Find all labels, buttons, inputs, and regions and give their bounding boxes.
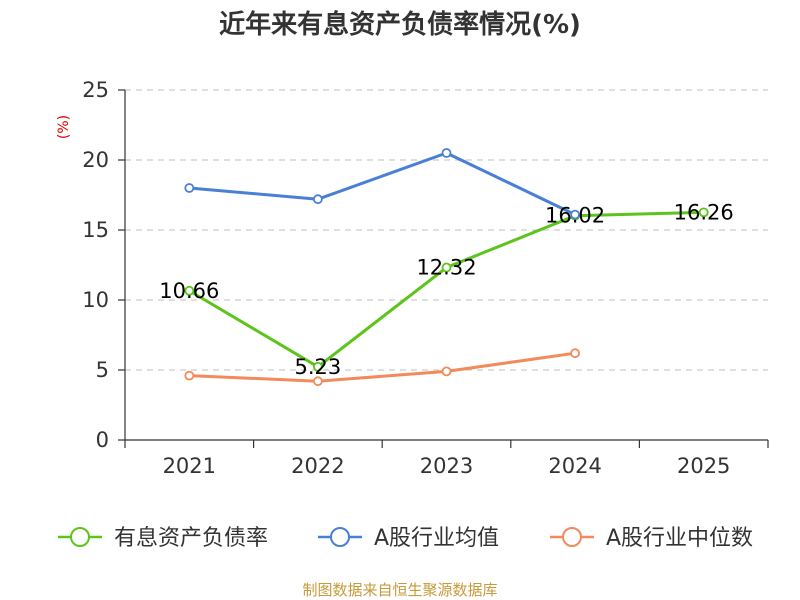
legend-marker [562, 527, 582, 547]
data-label: 16.02 [545, 204, 605, 228]
data-point [698, 207, 709, 218]
data-point [312, 361, 323, 372]
y-axis-label: (%) [56, 115, 72, 139]
data-label: 10.66 [159, 279, 219, 303]
legend-marker [70, 527, 90, 547]
legend-label: 有息资产负债率 [114, 526, 268, 551]
x-tick-label: 2023 [420, 454, 473, 478]
data-point [570, 209, 580, 220]
data-point [312, 194, 323, 205]
chart-title: 近年来有息资产负债率情况(%) [219, 9, 581, 40]
y-tick-label: 15 [82, 218, 109, 242]
data-point [184, 285, 195, 296]
legend-marker [330, 527, 350, 547]
x-tick-label: 2024 [548, 454, 601, 478]
series-layer [184, 148, 709, 387]
data-label: 12.32 [416, 256, 476, 280]
x-tick-label: 2022 [291, 454, 344, 478]
data-point [184, 183, 195, 193]
data-point [441, 262, 452, 273]
y-tick-label: 25 [82, 78, 109, 102]
series-line-2 [189, 351, 576, 383]
y-tick-label: 0 [96, 428, 109, 452]
data-labels: 10.66 5.23 12.32 16.02 16.26 [159, 200, 734, 378]
data-point [312, 376, 323, 387]
x-tick-label: 2025 [677, 454, 730, 478]
y-tick-label: 20 [82, 148, 109, 172]
source-note: 制图数据来自恒生聚源数据库 [302, 581, 497, 599]
data-label: 5.23 [295, 355, 342, 379]
legend-label: A股行业中位数 [606, 526, 753, 551]
data-point [441, 148, 452, 158]
y-tick-label: 5 [96, 358, 109, 382]
y-tick-label: 10 [82, 288, 109, 312]
x-tick-label: 2021 [163, 454, 216, 478]
data-point [441, 366, 452, 377]
data-point [570, 348, 580, 359]
series-line-0 [188, 210, 704, 369]
gridlines [125, 89, 768, 371]
legend-label: A股行业均值 [374, 526, 499, 551]
legend: 有息资产负债率 A股行业均值 A股行业中位数 [58, 526, 753, 551]
data-point [184, 370, 195, 381]
series-line-1 [189, 151, 576, 216]
data-label: 16.26 [674, 200, 734, 224]
